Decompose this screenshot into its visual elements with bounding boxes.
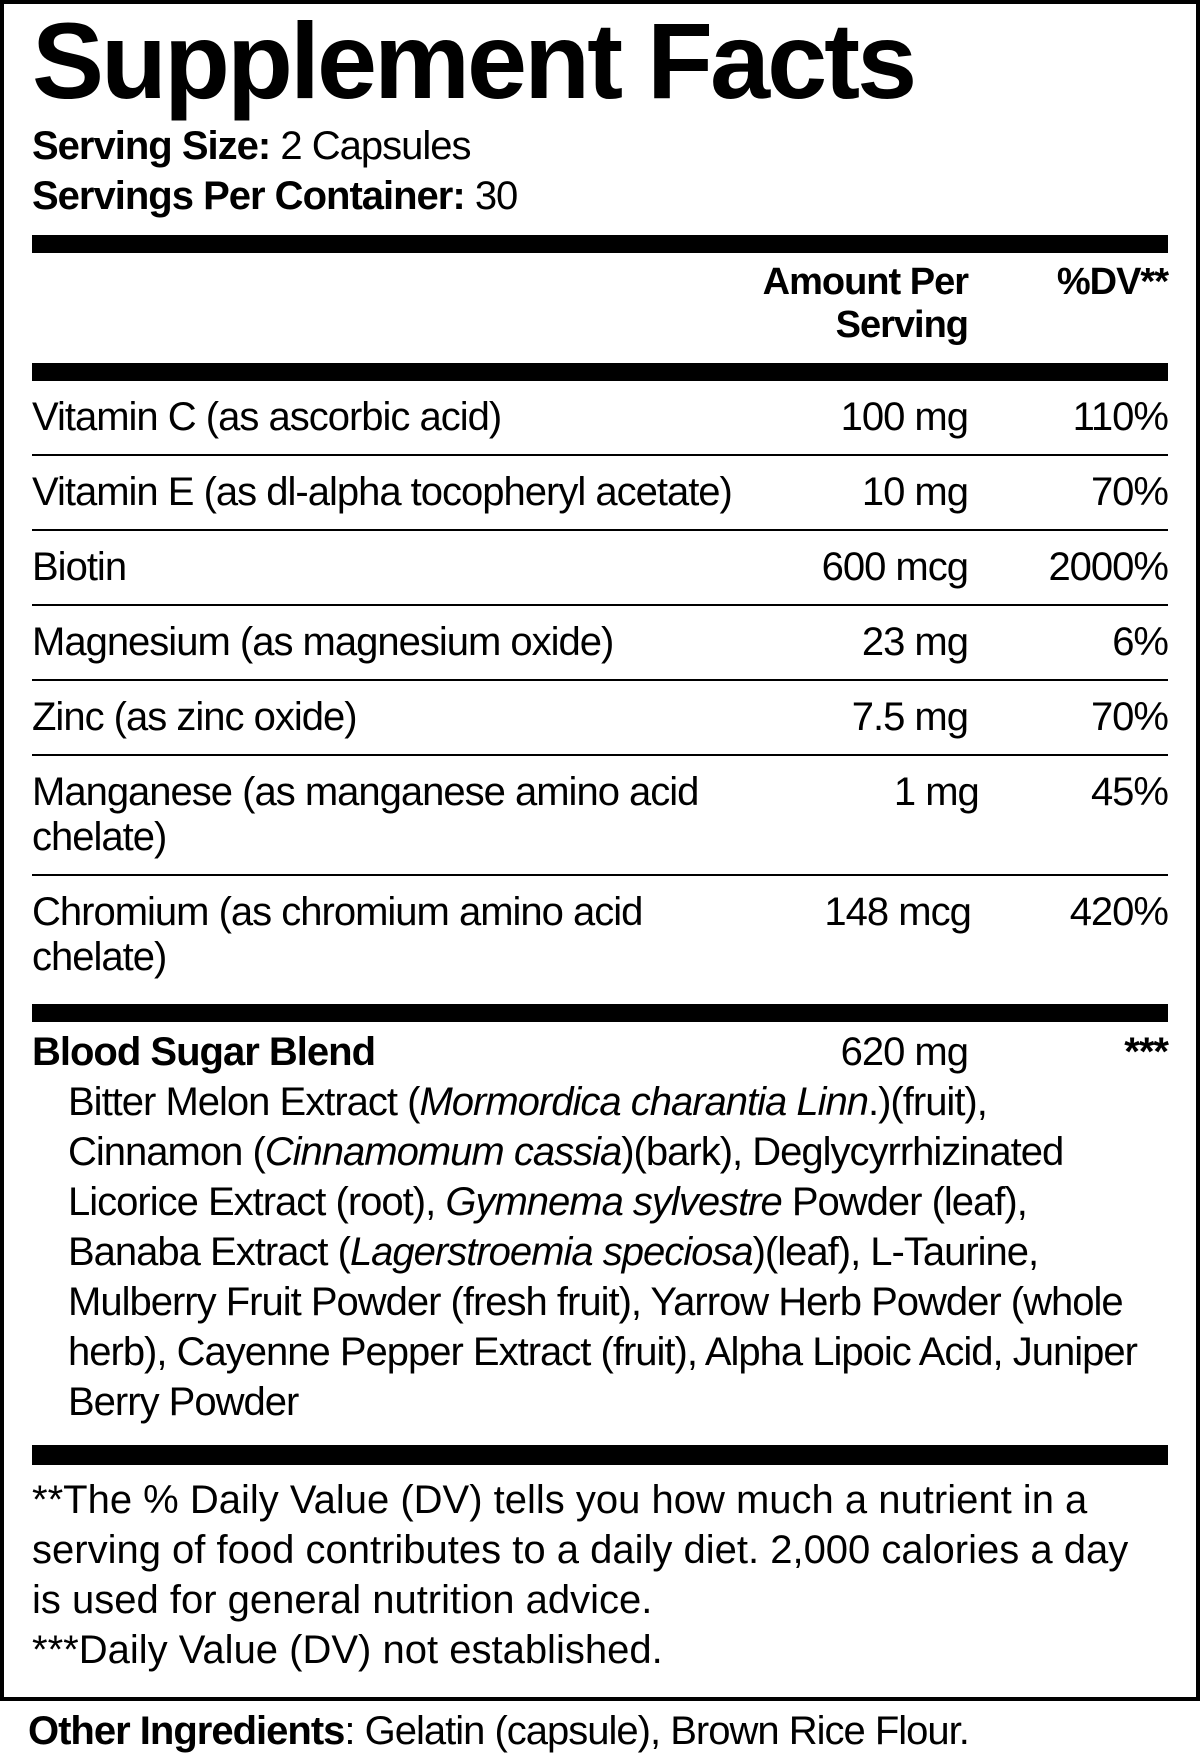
nutrient-amount: 600 mcg: [768, 545, 998, 590]
nutrient-amount: 23 mg: [768, 620, 998, 665]
nutrient-amount: 148 mcg: [774, 890, 1001, 980]
nutrient-amount: 100 mg: [768, 395, 998, 440]
nutrient-amount: 1 mg: [791, 770, 1008, 860]
rule-thick: [32, 235, 1168, 253]
nutrient-name: Biotin: [32, 545, 768, 590]
serving-size-line: Serving Size: 2 Capsules: [32, 121, 1168, 171]
blend-dv: ***: [998, 1030, 1168, 1075]
nutrient-table: Vitamin C (as ascorbic acid)100 mg110%Vi…: [32, 385, 1168, 994]
rule-thick: [32, 1445, 1168, 1465]
nutrient-amount: 7.5 mg: [768, 695, 998, 740]
supplement-facts-panel: Supplement Facts Serving Size: 2 Capsule…: [0, 0, 1200, 1701]
nutrient-name: Vitamin C (as ascorbic acid): [32, 395, 768, 440]
servings-per-value: 30: [475, 174, 518, 218]
nutrient-row: Magnesium (as magnesium oxide)23 mg6%: [32, 604, 1168, 679]
nutrient-dv: 45%: [1009, 770, 1168, 860]
rule-thick: [32, 363, 1168, 381]
nutrient-name: Zinc (as zinc oxide): [32, 695, 768, 740]
other-ingredients-label: Other Ingredients: [28, 1709, 344, 1753]
footnote-dv: **The % Daily Value (DV) tells you how m…: [32, 1475, 1168, 1625]
serving-size-value: 2 Capsules: [280, 124, 470, 168]
nutrient-row: Manganese (as manganese amino acid chela…: [32, 754, 1168, 874]
blend-amount: 620 mg: [768, 1030, 998, 1075]
nutrient-amount: 10 mg: [768, 470, 998, 515]
panel-title: Supplement Facts: [32, 4, 1168, 117]
nutrient-row: Vitamin C (as ascorbic acid)100 mg110%: [32, 385, 1168, 454]
blend-name: Blood Sugar Blend: [32, 1030, 768, 1075]
nutrient-dv: 420%: [1001, 890, 1168, 980]
servings-per-line: Servings Per Container: 30: [32, 171, 1168, 221]
blend-ingredients: Bitter Melon Extract (Mormordica charant…: [32, 1075, 1168, 1435]
nutrient-name: Chromium (as chromium amino acid chelate…: [32, 890, 774, 980]
footnotes: **The % Daily Value (DV) tells you how m…: [32, 1471, 1168, 1687]
nutrient-name: Manganese (as manganese amino acid chela…: [32, 770, 791, 860]
nutrient-dv: 2000%: [998, 545, 1168, 590]
nutrient-row: Vitamin E (as dl-alpha tocopheryl acetat…: [32, 454, 1168, 529]
nutrient-dv: 70%: [998, 695, 1168, 740]
nutrient-row: Chromium (as chromium amino acid chelate…: [32, 874, 1168, 994]
column-header-row: Amount Per Serving %DV**: [32, 259, 1168, 353]
nutrient-dv: 70%: [998, 470, 1168, 515]
column-header-amount: Amount Per Serving: [638, 261, 998, 347]
nutrient-dv: 110%: [998, 395, 1168, 440]
nutrient-name: Vitamin E (as dl-alpha tocopheryl acetat…: [32, 470, 768, 515]
footnote-not-established: ***Daily Value (DV) not established.: [32, 1625, 1168, 1675]
blend-row: Blood Sugar Blend 620 mg ***: [32, 1026, 1168, 1075]
other-ingredients-value: : Gelatin (capsule), Brown Rice Flour.: [344, 1709, 968, 1753]
nutrient-row: Biotin600 mcg2000%: [32, 529, 1168, 604]
rule-thick: [32, 1004, 1168, 1022]
nutrient-row: Zinc (as zinc oxide)7.5 mg70%: [32, 679, 1168, 754]
nutrient-name: Magnesium (as magnesium oxide): [32, 620, 768, 665]
nutrient-dv: 6%: [998, 620, 1168, 665]
column-header-dv: %DV**: [998, 261, 1168, 347]
column-header-blank: [32, 261, 638, 347]
serving-size-label: Serving Size:: [32, 124, 270, 168]
servings-per-label: Servings Per Container:: [32, 174, 465, 218]
